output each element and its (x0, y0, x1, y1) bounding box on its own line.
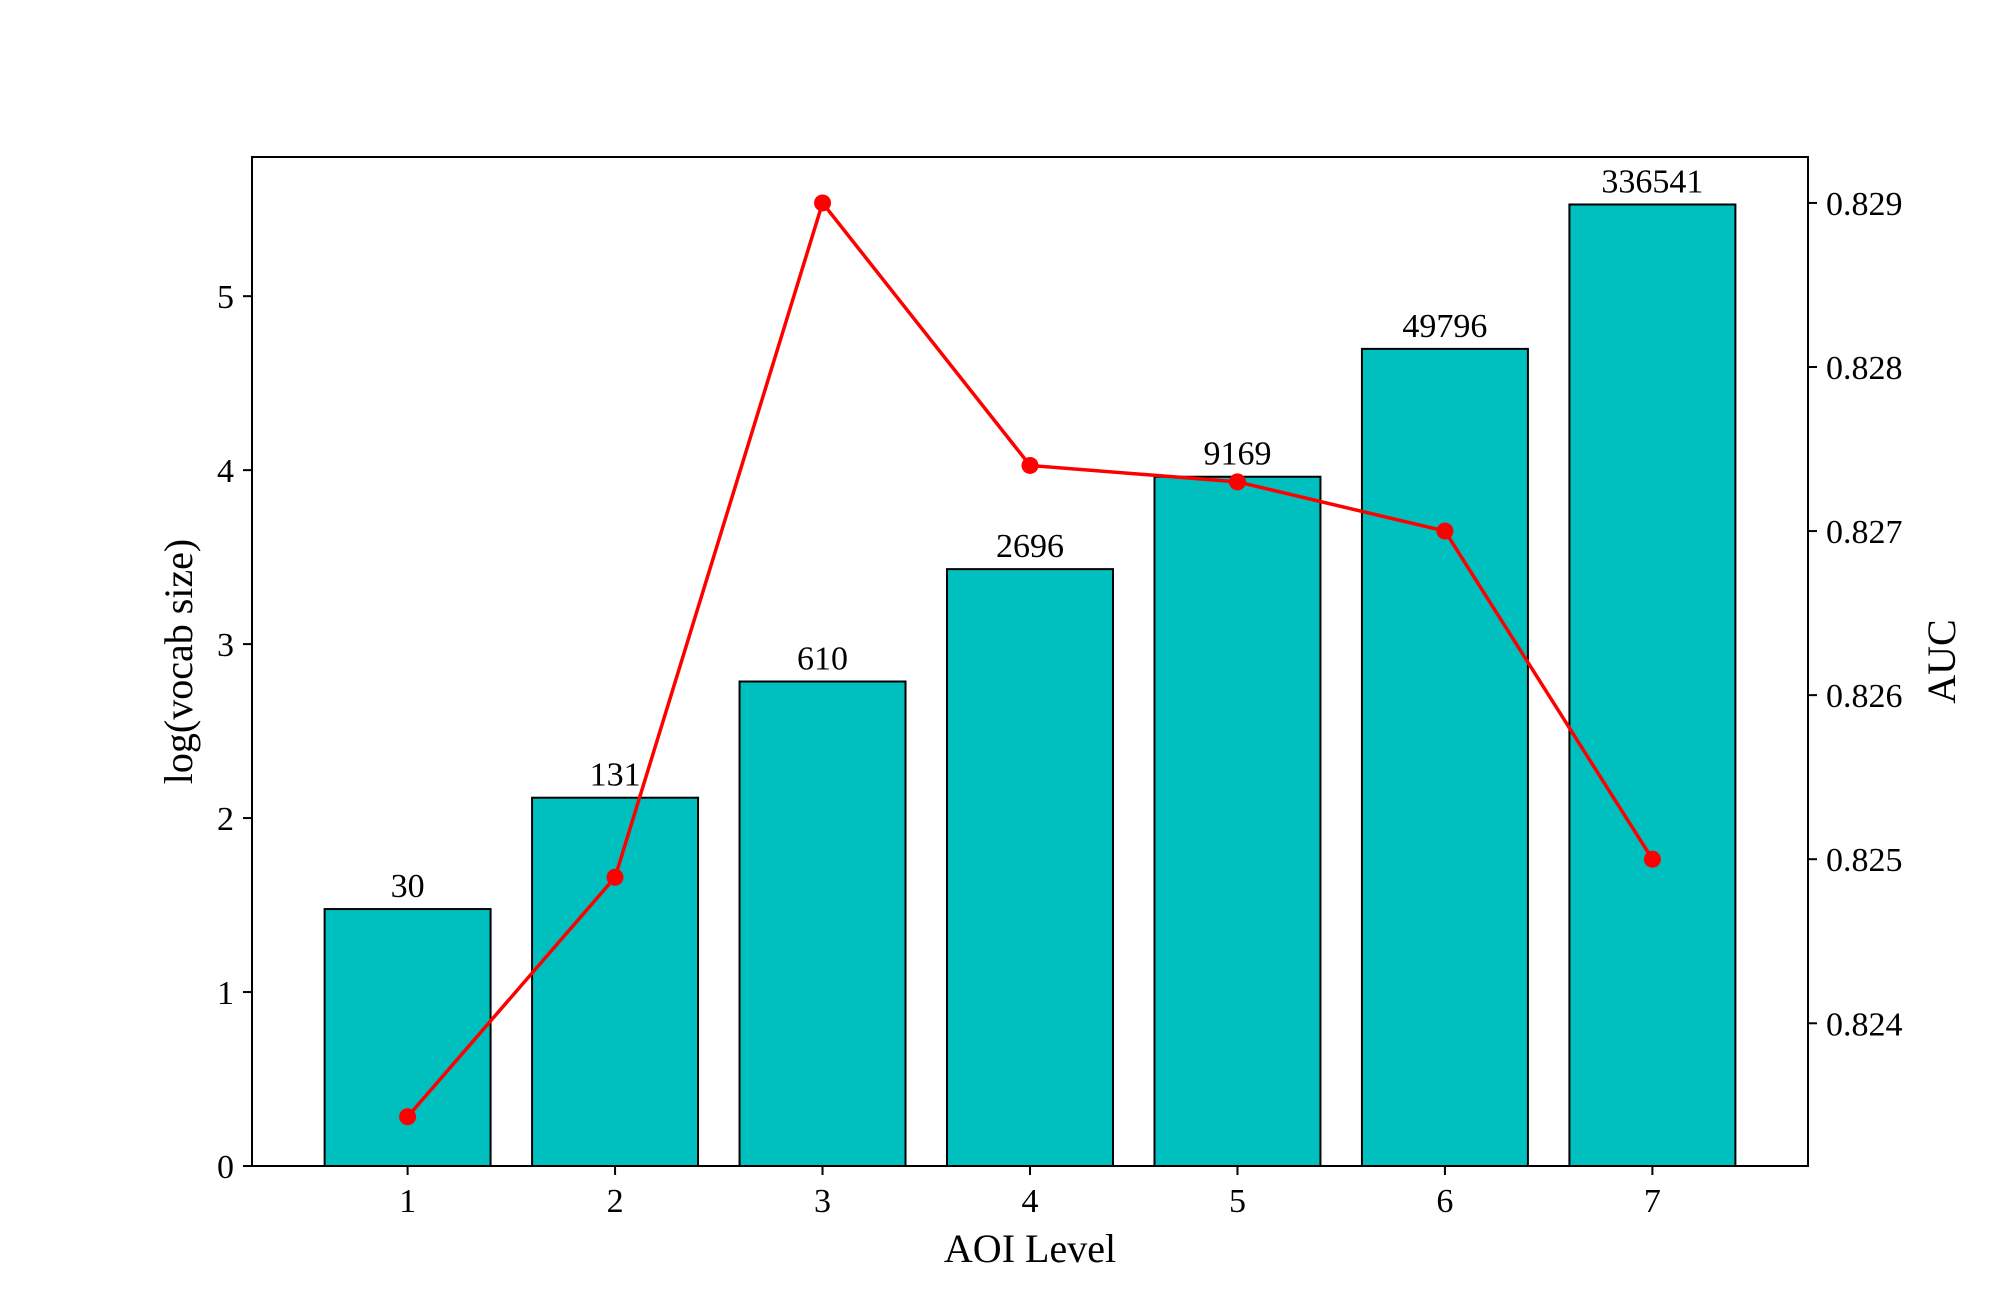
bar (946, 568, 1114, 1167)
auc-point (606, 868, 624, 886)
y2-tick-label: 0.826 (1826, 678, 1903, 715)
y-axis-title: log(vocab size) (156, 539, 201, 784)
y-tick-label: 5 (217, 279, 234, 316)
bar-value-labels: 30 131 610 2696 9169 49796 336541 (391, 163, 1704, 905)
y-tick-label: 3 (217, 627, 234, 664)
auc-line-series (399, 194, 1661, 1126)
y2-tick-label: 0.824 (1826, 1006, 1903, 1043)
x-tick-label: 1 (399, 1183, 416, 1220)
y2-tick-label: 0.827 (1826, 514, 1903, 551)
x-tick-label: 2 (607, 1183, 624, 1220)
auc-point (1228, 473, 1246, 491)
bar-value-label: 336541 (1601, 163, 1703, 200)
bar (531, 796, 700, 1168)
y2-axis-ticks: 0.824 0.825 0.826 0.827 0.828 0.829 (1808, 186, 1903, 1043)
y2-axis-title: AUC (1919, 619, 1964, 703)
bar-value-label: 610 (797, 641, 848, 678)
auc-point (1436, 522, 1454, 540)
auc-point (1021, 456, 1039, 474)
bar-value-label: 2696 (996, 528, 1064, 565)
bar-value-label: 30 (391, 868, 425, 905)
bar (1360, 347, 1529, 1167)
bar-value-label: 9169 (1203, 436, 1271, 473)
bar-series (323, 203, 1737, 1168)
bar (323, 908, 492, 1167)
auc-point (1643, 850, 1661, 868)
bar (738, 680, 907, 1167)
y2-tick-label: 0.825 (1826, 842, 1903, 879)
bar (1568, 203, 1737, 1167)
y-tick-label: 4 (217, 453, 234, 490)
x-tick-label: 6 (1436, 1183, 1453, 1220)
y-tick-label: 2 (217, 801, 234, 838)
y-tick-label: 0 (217, 1149, 234, 1186)
x-axis-title: AOI Level (944, 1226, 1116, 1271)
y-tick-label: 1 (217, 975, 234, 1012)
x-tick-label: 7 (1644, 1183, 1661, 1220)
x-tick-label: 4 (1022, 1183, 1039, 1220)
y-axis-ticks: 0 1 2 3 4 5 (217, 279, 252, 1186)
auc-point (814, 194, 832, 212)
bar-value-label: 131 (590, 757, 641, 794)
bar (1153, 475, 1322, 1168)
x-axis-ticks: 1 2 3 4 5 6 7 (399, 1166, 1661, 1220)
y2-tick-label: 0.828 (1826, 350, 1903, 387)
x-tick-label: 5 (1229, 1183, 1246, 1220)
x-tick-label: 3 (814, 1183, 831, 1220)
y2-tick-label: 0.829 (1826, 186, 1903, 223)
bar-value-label: 49796 (1402, 308, 1487, 345)
auc-point (399, 1108, 417, 1126)
